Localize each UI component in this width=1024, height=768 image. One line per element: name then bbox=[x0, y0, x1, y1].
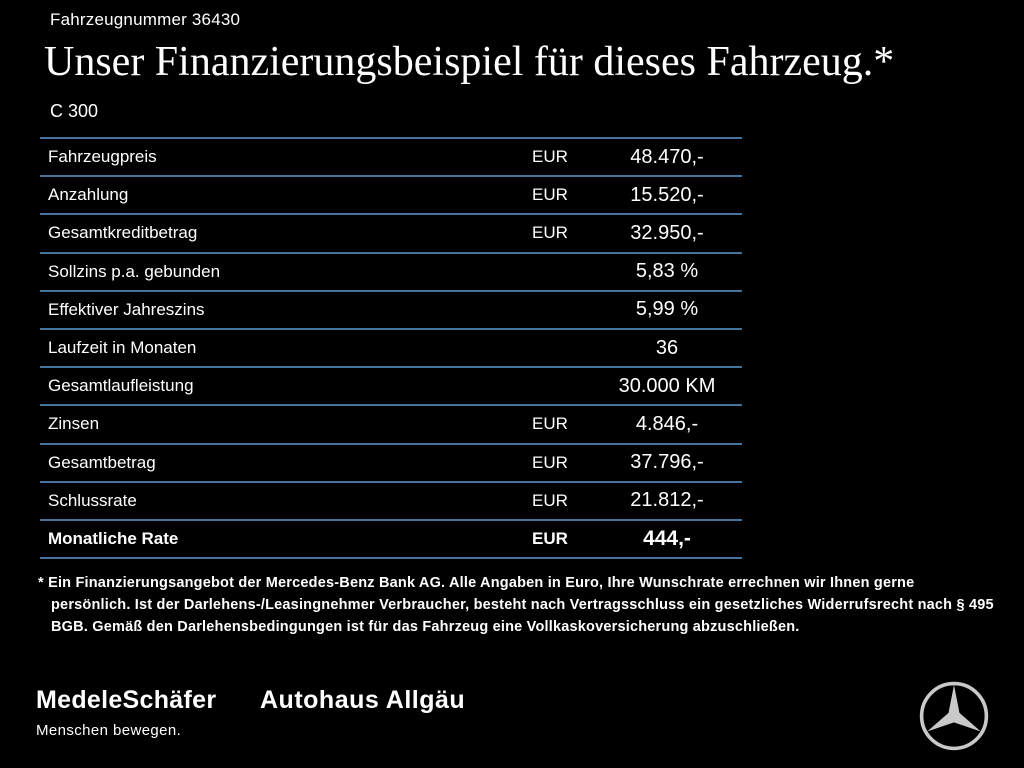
footer: MedeleSchäfer Menschen bewegen. Autohaus… bbox=[0, 678, 1024, 768]
row-currency: EUR bbox=[532, 528, 568, 548]
dealer-logo-medele-schaefer: MedeleSchäfer Menschen bewegen. bbox=[36, 686, 216, 739]
row-value: 4.846,- bbox=[635, 412, 699, 435]
row-value: 15.520,- bbox=[630, 183, 704, 206]
row-label: Anzahlung bbox=[48, 185, 129, 205]
row-value: 48.470,- bbox=[630, 145, 704, 168]
row-currency: EUR bbox=[532, 147, 568, 167]
row-label: Gesamtlaufleistung bbox=[48, 376, 194, 396]
footnote-text: * Ein Finanzierungsangebot der Mercedes-… bbox=[38, 575, 994, 635]
table-row: Gesamtkreditbetrag EUR 32.950,- bbox=[40, 213, 742, 251]
table-row: Effektiver Jahreszins 5,99 % bbox=[40, 289, 742, 328]
table-row: Monatliche Rate EUR 444,- bbox=[40, 518, 742, 560]
vehicle-number: Fahrzeugnummer 36430 bbox=[50, 10, 241, 29]
table-row: Sollzins p.a. gebunden 5,83 % bbox=[40, 251, 742, 290]
row-label: Monatliche Rate bbox=[48, 528, 179, 548]
row-currency: EUR bbox=[532, 490, 568, 510]
row-value: 444,- bbox=[643, 526, 691, 550]
row-label: Laufzeit in Monaten bbox=[48, 338, 197, 358]
dealer1-name: MedeleSchäfer bbox=[36, 686, 217, 714]
row-value: 32.950,- bbox=[630, 221, 704, 244]
table-row: Laufzeit in Monaten 36 bbox=[40, 327, 742, 366]
row-currency: EUR bbox=[532, 223, 568, 243]
table-row: Gesamtlaufleistung 30.000 KM bbox=[40, 366, 742, 404]
row-currency: EUR bbox=[532, 185, 568, 205]
row-value: 30.000 KM bbox=[618, 374, 716, 397]
row-currency: EUR bbox=[532, 414, 568, 434]
row-value: 21.812,- bbox=[630, 489, 704, 512]
row-label: Effektiver Jahreszins bbox=[48, 299, 205, 319]
row-value: 37.796,- bbox=[630, 451, 704, 474]
row-value: 5,83 % bbox=[635, 260, 699, 283]
row-label: Gesamtkreditbetrag bbox=[48, 223, 198, 243]
table-row: Zinsen EUR 4.846,- bbox=[40, 404, 742, 442]
table-row: Anzahlung EUR 15.520,- bbox=[40, 175, 742, 213]
table-row: Schlussrate EUR 21.812,- bbox=[40, 480, 742, 519]
row-label: Fahrzeugpreis bbox=[48, 147, 157, 167]
page-title: Unser Finanzierungsbeispiel für dieses F… bbox=[44, 39, 895, 85]
finance-table: Fahrzeugpreis EUR 48.470,- Anzahlung EUR 15.5… bbox=[40, 137, 742, 560]
row-value: 5,99 % bbox=[635, 298, 699, 321]
row-label: Zinsen bbox=[48, 414, 100, 434]
mercedes-star-icon bbox=[918, 680, 990, 752]
row-value: 36 bbox=[655, 336, 679, 359]
row-label: Sollzins p.a. gebunden bbox=[48, 261, 221, 281]
vehicle-model: C 300 bbox=[50, 101, 99, 121]
table-row: Gesamtbetrag EUR 37.796,- bbox=[40, 442, 742, 481]
row-label: Gesamtbetrag bbox=[48, 452, 156, 472]
dealer-logo-autohaus-allgaeu: Autohaus Allgäu bbox=[260, 686, 466, 714]
row-label: Schlussrate bbox=[48, 490, 137, 510]
row-currency: EUR bbox=[532, 452, 568, 472]
dealer1-tagline: Menschen bewegen. bbox=[36, 722, 182, 739]
table-row: Fahrzeugpreis EUR 48.470,- bbox=[40, 137, 742, 175]
